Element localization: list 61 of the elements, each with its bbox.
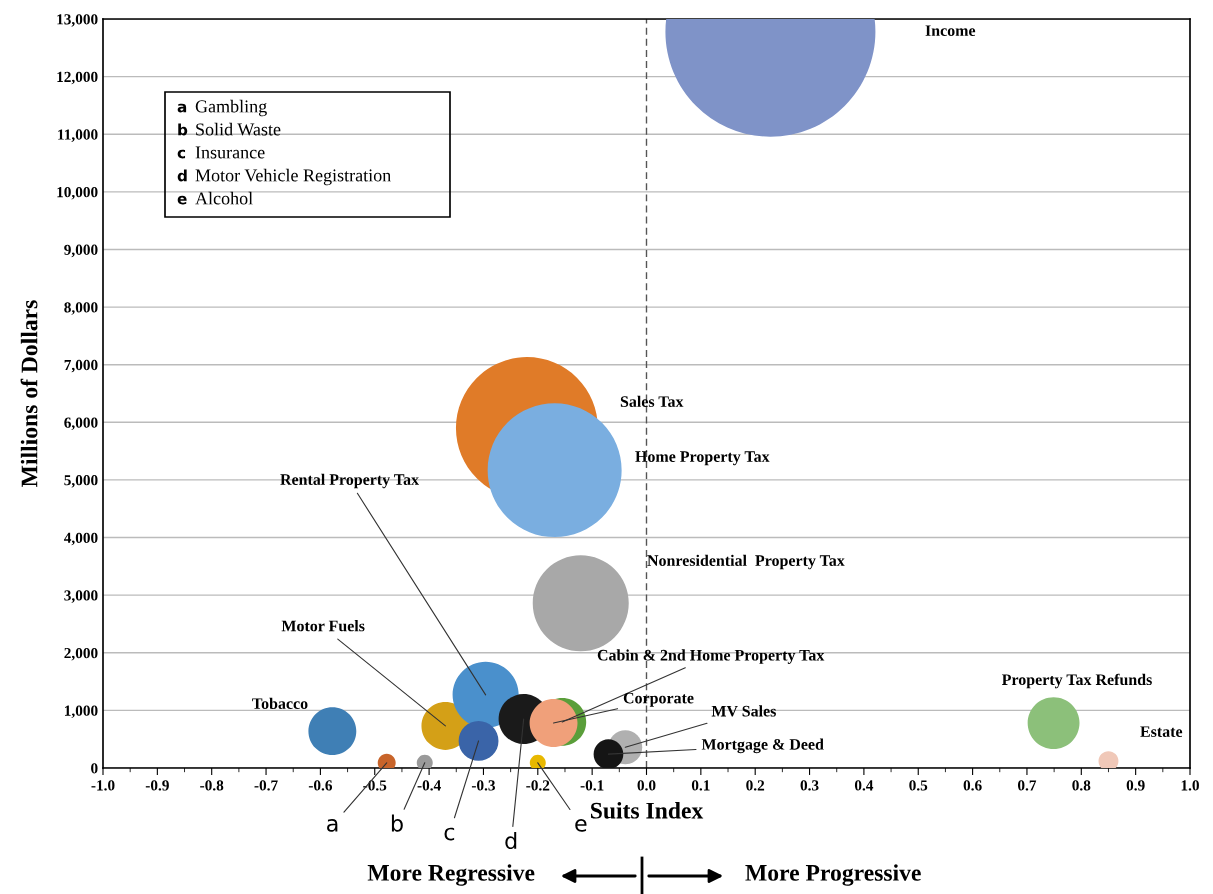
annotation: Income [925,25,976,36]
x-tick-label: -0.9 [145,780,169,791]
y-tick-label: 11,000 [58,129,98,142]
y-tick-label: 10,000 [57,186,98,200]
annotation: Rental Property Tax [280,473,419,489]
annotation: b Solid Waste [178,122,281,136]
annotation: d Motor Vehicle Registration [177,168,391,186]
y-tick-label: 2,000 [64,647,98,661]
annotation: b [391,814,403,832]
x-tick-label: 0.6 [963,780,982,791]
annotation: e [575,819,587,832]
x-tick-label: -0.3 [471,780,496,791]
y-axis-title: Millions of Dollars [20,300,38,487]
y-tick-label: 9,000 [64,244,98,258]
y-tick-label: 1,000 [64,705,98,719]
x-tick-label: -0.8 [200,780,224,791]
annotation: a Gambling [177,99,267,117]
annotation: Sales Tax [620,395,684,407]
x-tick-label: -0.1 [580,780,604,791]
x-tick-label: 0.3 [800,780,819,791]
y-tick-label: 8,000 [64,302,98,315]
x-tick-label: 0.1 [691,780,710,791]
x-tick-label: 0.2 [746,780,765,791]
x-tick-label: -0.4 [417,780,441,791]
x-tick-label: 0.8 [1072,780,1091,791]
annotation: Home Property Tax [635,451,770,466]
x-tick-label: -0.6 [308,780,333,791]
y-tick-label: 5,000 [64,475,98,488]
annotation: Mortgage & Deed [701,738,824,754]
annotation: Motor Fuels [281,620,365,632]
x-tick-label: 0.4 [854,780,874,791]
x-tick-label: -1.0 [91,780,115,791]
annotation: MV Sales [711,705,776,717]
x-tick-label: 0.0 [637,780,656,791]
annotation: Corporate [623,692,694,707]
x-axis-title: Suits Index [591,801,704,819]
text: More Regressive [367,864,535,886]
y-tick-label: 13,000 [57,14,98,27]
y-tick-label: 6,000 [64,417,98,430]
y-tick-label: 0 [91,763,98,774]
annotation: Nonresidential Property Tax [647,554,845,570]
annotation: c [444,827,455,841]
x-tick-label: 0.5 [909,780,928,791]
y-tick-label: 7,000 [64,359,98,373]
y-tick-label: 12,000 [57,71,98,85]
annotation: e Alcohol [177,191,253,205]
annotation: a [327,819,338,832]
text: More Progressive [745,864,921,886]
annotation: Cabin & 2nd Home Property Tax [597,649,825,664]
x-tick-label: 1.0 [1181,780,1199,791]
annotation: Estate [1140,726,1183,737]
annotation: c Insurance [177,146,265,159]
x-tick-label: -0.2 [526,780,550,791]
annotation: Tobacco [252,697,308,709]
x-tick-label: 0.9 [1126,780,1145,791]
y-tick-label: 4,000 [63,532,98,546]
x-tick-label: -0.7 [254,780,278,791]
y-tick-label: 3,000 [64,590,98,603]
x-tick-label: 0.7 [1017,780,1037,791]
annotation: Property Tax Refunds [1001,673,1152,689]
annotation: d [505,831,517,850]
